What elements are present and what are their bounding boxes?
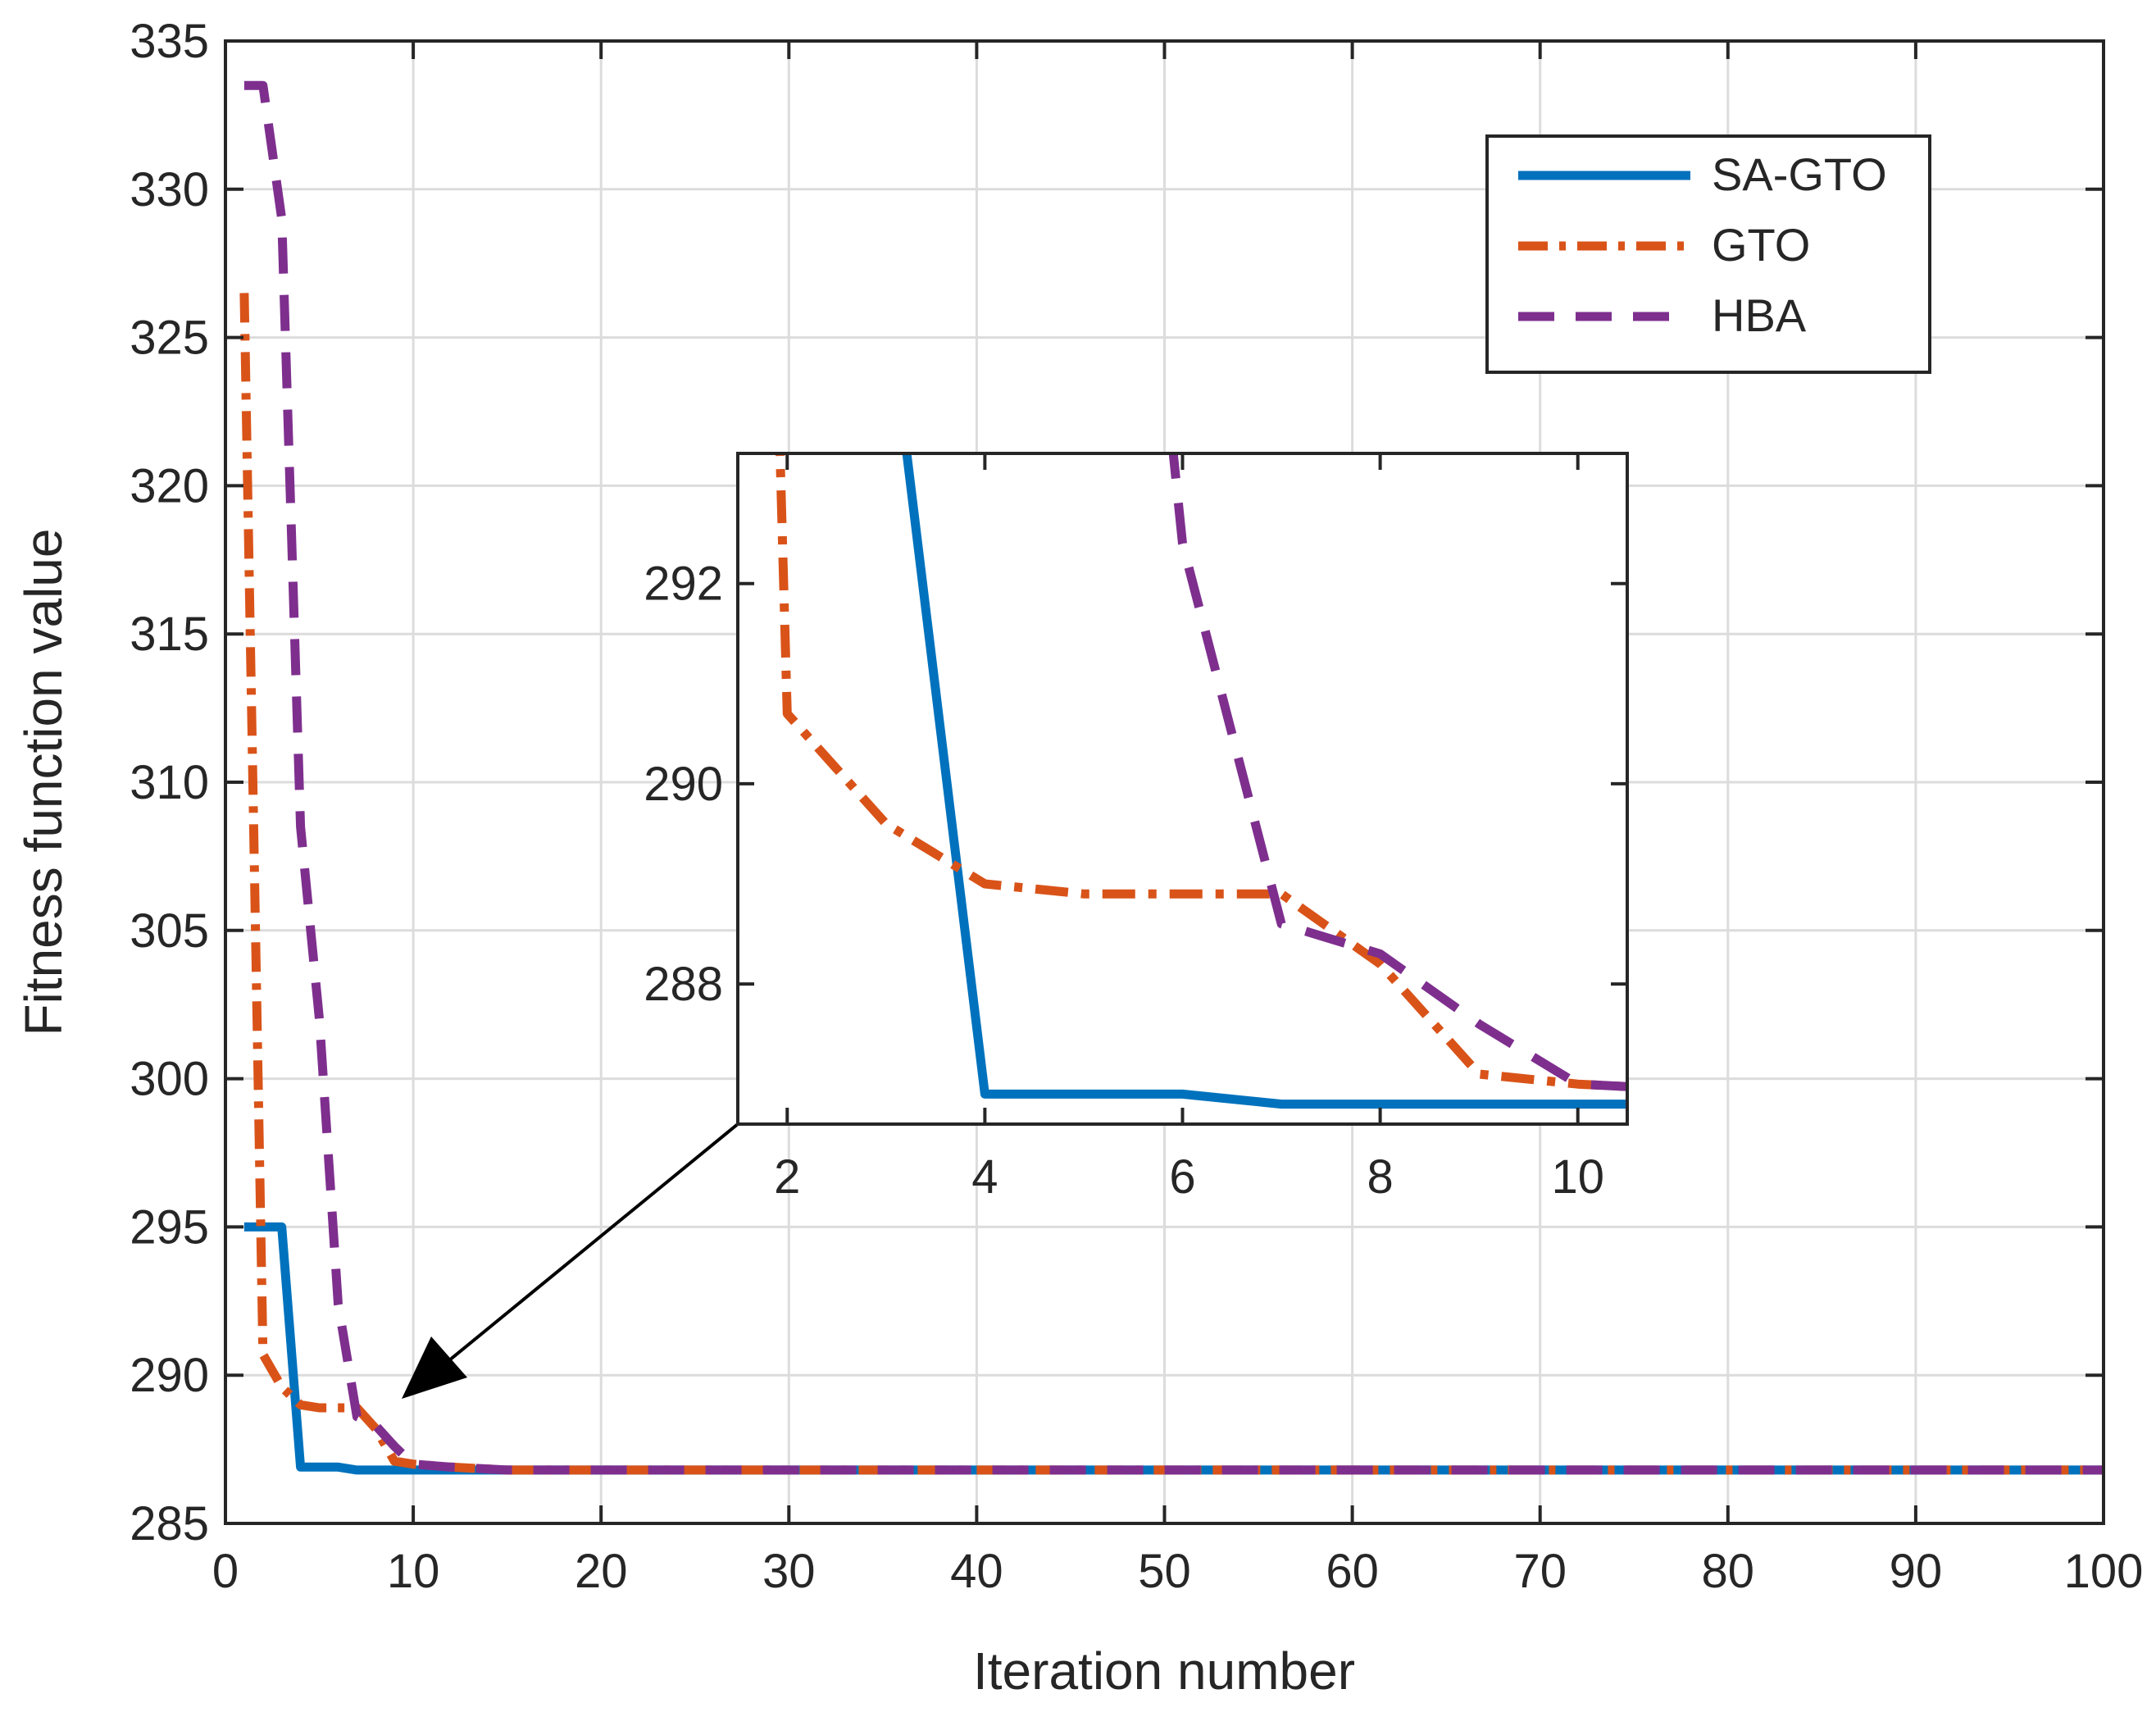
main-y-tick-label: 335 bbox=[130, 15, 209, 68]
legend-label-hba: HBA bbox=[1712, 289, 1807, 341]
inset-y-tick-labels: 288 290 292 bbox=[644, 558, 723, 1011]
inset-y-tick-label: 288 bbox=[644, 958, 723, 1011]
inset-x-tick-label: 6 bbox=[1169, 1150, 1195, 1204]
zoom-annotation bbox=[402, 1074, 798, 1399]
main-y-tick-label: 310 bbox=[130, 756, 209, 809]
inset-x-tick-label: 8 bbox=[1367, 1150, 1393, 1204]
main-x-tick-label: 60 bbox=[1326, 1545, 1379, 1598]
inset-plot-area bbox=[738, 453, 1627, 1124]
main-x-tick-label: 50 bbox=[1138, 1545, 1191, 1598]
main-series-line-hba bbox=[243, 80, 2104, 1475]
main-x-tick-label: 90 bbox=[1890, 1545, 1943, 1598]
main-y-tick-label: 300 bbox=[130, 1053, 209, 1106]
main-x-tick-label: 30 bbox=[762, 1545, 816, 1598]
main-lines bbox=[239, 80, 2104, 1475]
inset-axes bbox=[736, 452, 1629, 1126]
main-x-tick-label: 80 bbox=[1702, 1545, 1755, 1598]
inset-x-tick-labels: 2 4 6 8 10 bbox=[774, 1150, 1604, 1204]
main-y-tick-labels: 285 290 295 300 305 310 315 320 325 330 335 bbox=[130, 15, 209, 1550]
main-x-tick-label: 40 bbox=[950, 1545, 1003, 1598]
legend[interactable]: SA-GTO GTO HBA bbox=[1485, 134, 1931, 374]
inset-x-tick-label: 4 bbox=[971, 1150, 998, 1204]
legend-label-sa-gto: SA-GTO bbox=[1712, 148, 1887, 200]
inset-plot: 2 4 6 8 10 288 290 292 bbox=[644, 452, 1629, 1204]
main-x-tick-label: 20 bbox=[575, 1545, 628, 1598]
x-axis-label: Iteration number bbox=[973, 1641, 1355, 1701]
main-y-tick-label: 325 bbox=[130, 312, 209, 365]
main-y-tick-label: 330 bbox=[130, 163, 209, 216]
main-axes-box bbox=[224, 39, 2105, 1525]
main-x-tick-label: 10 bbox=[387, 1545, 440, 1598]
main-x-tick-labels: 0 10 20 30 40 50 60 70 80 90 100 bbox=[212, 1545, 2144, 1598]
legend-label-gto: GTO bbox=[1712, 219, 1810, 271]
legend-items: SA-GTO GTO HBA bbox=[1518, 148, 1887, 341]
main-y-tick-label: 285 bbox=[130, 1497, 209, 1550]
main-y-tick-label: 290 bbox=[130, 1349, 209, 1402]
main-x-tick-label: 0 bbox=[212, 1545, 239, 1598]
main-x-tick-label: 100 bbox=[2064, 1545, 2144, 1598]
main-y-tick-label: 305 bbox=[130, 904, 209, 958]
inset-x-tick-label: 10 bbox=[1551, 1150, 1604, 1204]
main-axes bbox=[224, 39, 2105, 1525]
inset-axes-box bbox=[736, 452, 1629, 1126]
inset-lines bbox=[776, 453, 1627, 1109]
main-y-tick-label: 295 bbox=[130, 1200, 209, 1254]
main-x-tick-label: 70 bbox=[1513, 1545, 1567, 1598]
inset-y-tick-label: 290 bbox=[644, 758, 723, 811]
annotation-arrow-line bbox=[425, 1074, 798, 1381]
inset-y-tick-label: 292 bbox=[644, 558, 723, 611]
inset-series-line-hba bbox=[1168, 453, 1627, 1091]
main-y-tick-label: 315 bbox=[130, 608, 209, 661]
main-series-line-gto bbox=[239, 293, 2104, 1475]
y-axis-label: Fitness function value bbox=[14, 529, 73, 1036]
main-y-tick-label: 320 bbox=[130, 459, 209, 512]
inset-x-tick-label: 2 bbox=[774, 1150, 800, 1204]
annotation-arrowhead bbox=[402, 1336, 467, 1399]
inset-series-line-sa-gto bbox=[902, 453, 1627, 1109]
